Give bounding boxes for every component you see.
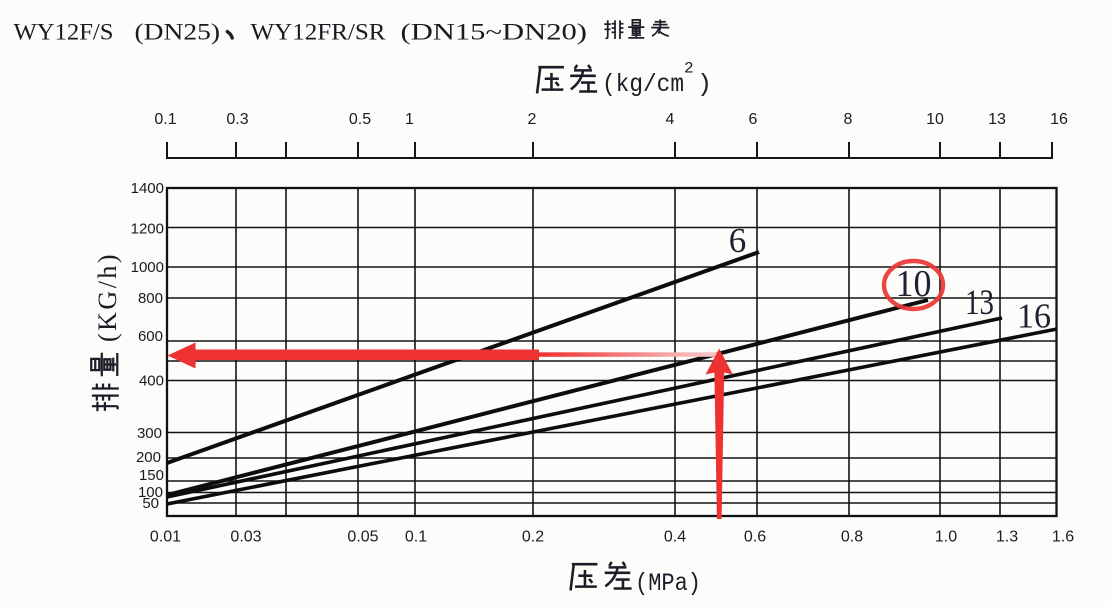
svg-text:): ) [697, 70, 712, 99]
svg-text:6: 6 [729, 221, 747, 260]
svg-text:2: 2 [528, 111, 537, 128]
svg-text:0.1: 0.1 [405, 529, 427, 546]
svg-text:800: 800 [138, 290, 163, 307]
svg-text:6: 6 [749, 111, 758, 128]
svg-text:0.8: 0.8 [841, 529, 863, 546]
svg-text:200: 200 [136, 449, 161, 466]
svg-text:13: 13 [988, 111, 1006, 128]
svg-text:16: 16 [1017, 297, 1051, 336]
svg-text:0.03: 0.03 [230, 529, 261, 546]
svg-text:10: 10 [926, 111, 944, 128]
svg-text:0.2: 0.2 [522, 529, 544, 546]
svg-text:(MPa): (MPa) [635, 569, 701, 598]
svg-text:0.1: 0.1 [154, 111, 176, 128]
svg-text:13: 13 [965, 282, 994, 322]
svg-text:WY12FR/SR: WY12FR/SR [251, 20, 387, 45]
svg-text:1.3: 1.3 [996, 529, 1018, 546]
svg-text:16: 16 [1050, 111, 1068, 128]
svg-text:(kg/cm: (kg/cm [602, 70, 684, 99]
svg-text:1400: 1400 [131, 180, 164, 197]
svg-text:0.5: 0.5 [349, 111, 371, 128]
svg-text:1.0: 1.0 [935, 529, 957, 546]
svg-text:4: 4 [666, 111, 675, 128]
svg-text:(DN15~DN20): (DN15~DN20) [401, 20, 588, 45]
svg-text:(DN25): (DN25) [135, 20, 221, 45]
svg-text:100: 100 [138, 484, 163, 501]
svg-text:WY12F/S: WY12F/S [14, 20, 114, 45]
svg-text:0.05: 0.05 [347, 529, 378, 546]
svg-text:0.6: 0.6 [744, 529, 766, 546]
svg-text:1000: 1000 [131, 259, 164, 276]
svg-text:1: 1 [405, 111, 414, 128]
svg-text:300: 300 [137, 425, 162, 442]
svg-text:50: 50 [142, 495, 159, 512]
svg-text:10: 10 [896, 263, 932, 305]
svg-text:2: 2 [684, 60, 694, 78]
svg-text:0.01: 0.01 [150, 529, 181, 546]
svg-text:0.4: 0.4 [664, 529, 686, 546]
svg-text:400: 400 [139, 373, 164, 390]
svg-text:600: 600 [138, 328, 163, 345]
svg-text:0.3: 0.3 [226, 111, 248, 128]
svg-text:8: 8 [844, 111, 853, 128]
svg-text:(KG/h): (KG/h) [93, 252, 122, 342]
svg-text:1.6: 1.6 [1052, 529, 1074, 546]
svg-text:150: 150 [139, 467, 164, 484]
svg-text:1200: 1200 [131, 221, 164, 238]
